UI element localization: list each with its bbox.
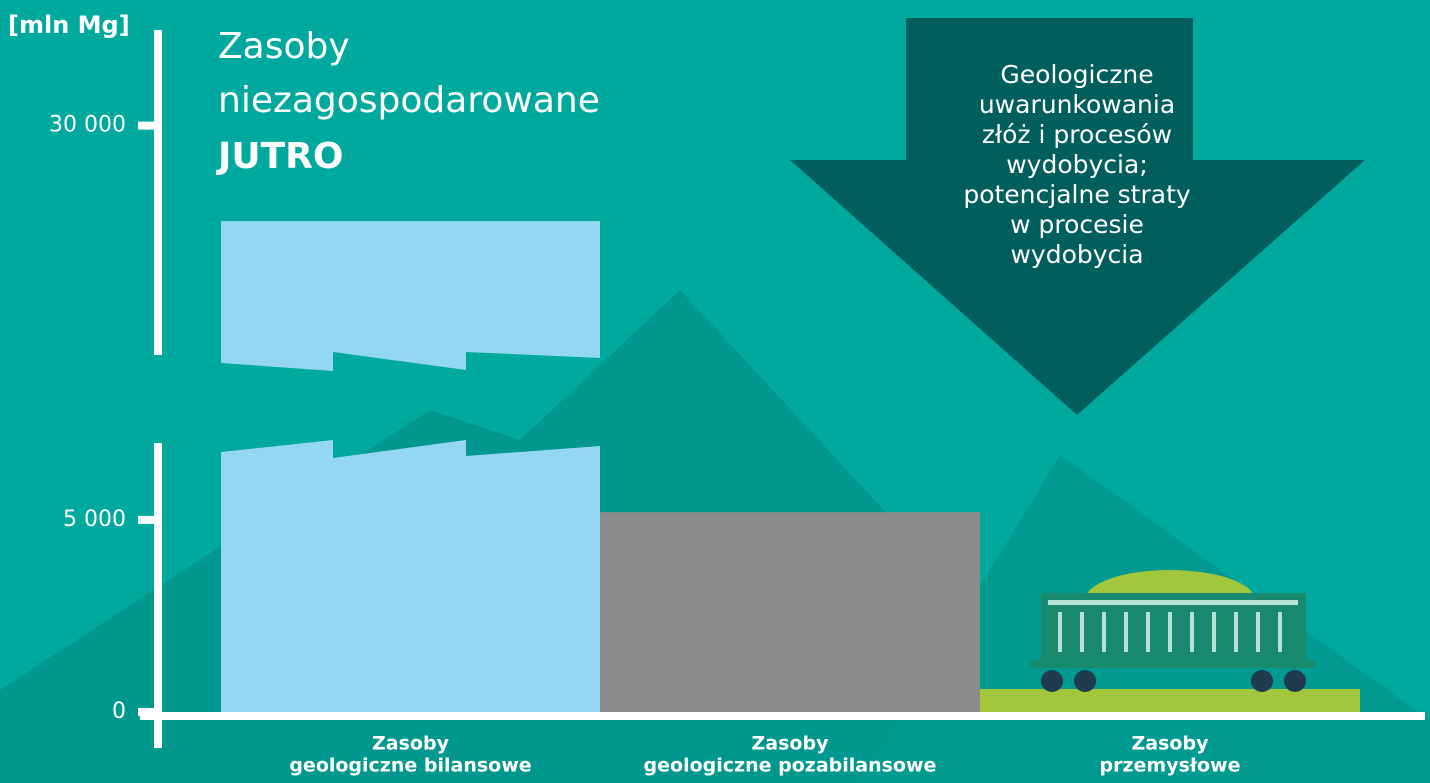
wagon-slat xyxy=(1124,612,1128,652)
bar xyxy=(600,512,980,712)
y-axis xyxy=(154,30,162,355)
annotation-line: w procesie xyxy=(1010,210,1144,239)
wagon-slat xyxy=(1212,612,1216,652)
wagon-slat xyxy=(1190,612,1194,652)
annotation-line: złóż i procesów xyxy=(982,120,1172,149)
x-tick-label: geologiczne bilansowe xyxy=(289,755,531,777)
wagon-slat xyxy=(1102,612,1106,652)
wagon-slat xyxy=(1278,612,1282,652)
wagon-slat xyxy=(1256,612,1260,652)
x-tick-label: Zasoby xyxy=(372,733,450,755)
annotation-line: wydobycia xyxy=(1010,240,1143,269)
y-tick-label: 30 000 xyxy=(49,113,126,138)
y-axis-label: [mln Mg] xyxy=(8,11,130,39)
wagon-slat xyxy=(1168,612,1172,652)
x-tick-label: geologiczne pozabilansowe xyxy=(644,755,937,777)
x-tick-label: przemysłowe xyxy=(1100,755,1241,777)
annotation-line: wydobycia; xyxy=(1006,150,1148,179)
annotation-line: potencjalne straty xyxy=(963,180,1191,209)
annotation-line: Geologiczne xyxy=(1000,60,1153,89)
bar xyxy=(980,688,1360,712)
bar xyxy=(221,440,600,712)
wagon xyxy=(1030,570,1315,692)
y-tick-label: 0 xyxy=(112,699,126,724)
arrow xyxy=(790,18,1365,415)
wagon-slat xyxy=(1146,612,1150,652)
x-axis xyxy=(140,712,1425,720)
annotation-line: uwarunkowania xyxy=(979,90,1175,119)
x-tick-label: Zasoby xyxy=(1132,733,1210,755)
bar xyxy=(221,221,600,371)
wagon-slat xyxy=(1080,612,1084,652)
y-tick-label: 5 000 xyxy=(63,507,126,532)
y-axis xyxy=(154,443,162,748)
title-line: Zasoby xyxy=(218,26,350,67)
x-tick-label: Zasoby xyxy=(752,733,830,755)
wagon-slat xyxy=(1234,612,1238,652)
subtitle: JUTRO xyxy=(215,136,344,177)
wagon-slat xyxy=(1058,612,1062,652)
title-line: niezagospodarowane xyxy=(218,80,600,121)
